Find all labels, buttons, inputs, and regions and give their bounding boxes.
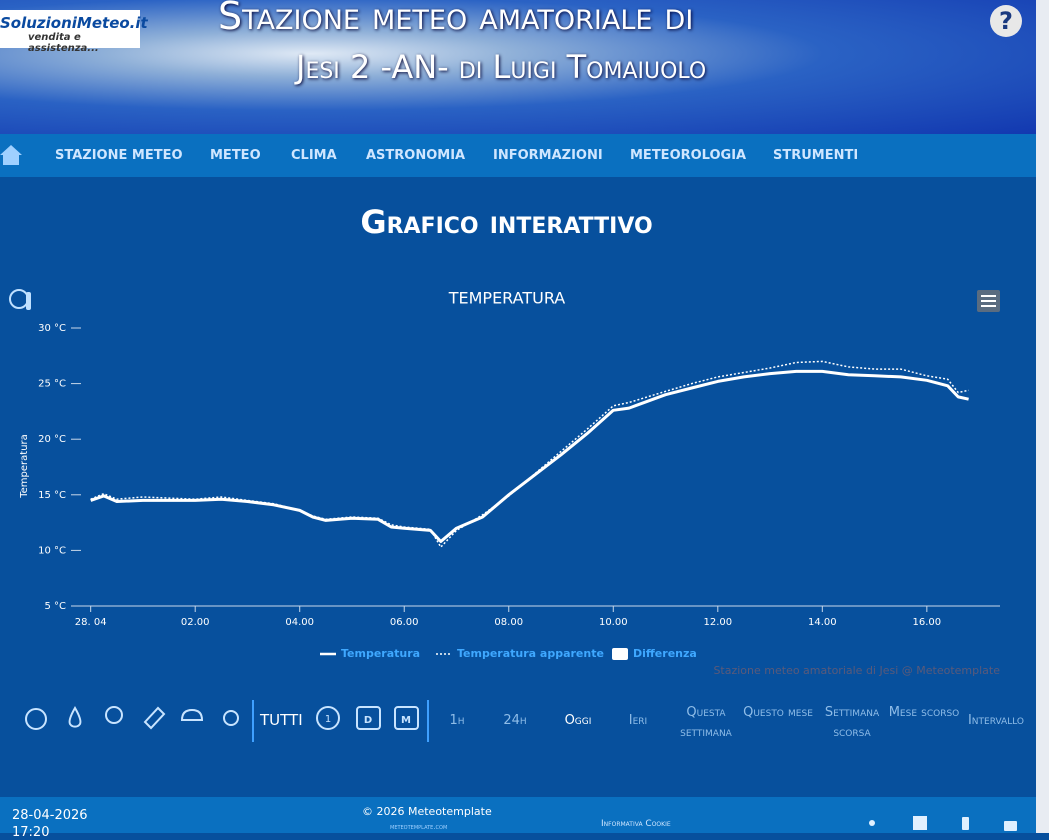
x-tick-label: 28. 04 (75, 617, 107, 628)
range-button[interactable]: Questa settimana (680, 705, 732, 740)
page-title: Grafico interattivo (360, 203, 653, 241)
sun-icon[interactable] (223, 710, 239, 726)
x-tick-label: 16.00 (913, 617, 942, 628)
calendar-label: D (364, 715, 372, 726)
header (0, 0, 1036, 134)
chart-title: TEMPERATURA (448, 289, 566, 308)
footer: 28-04-2026 17:20 © 2026 Meteotemplate me… (0, 797, 1036, 840)
x-tick-label: 14.00 (808, 617, 837, 628)
nav-item[interactable]: CLIMA (291, 148, 337, 163)
legend-label: Temperatura (341, 647, 420, 660)
parameter-icons: 1 D M (25, 700, 429, 742)
chart-icon[interactable] (9, 289, 31, 310)
clock-label: 1 (325, 714, 331, 725)
nav-bar (0, 134, 1036, 177)
nav-item[interactable]: METEOROLOGIA (630, 148, 747, 163)
logo-subtitle: vendita e assistenza... (28, 32, 99, 54)
range-button[interactable]: Questo mese (743, 705, 813, 720)
share-icon[interactable] (869, 820, 875, 826)
footer-site[interactable]: meteotemplate.com (390, 823, 448, 831)
range-button[interactable]: Ieri (628, 713, 648, 728)
range-button[interactable]: Mese scorso (888, 705, 960, 720)
sitemap-icon[interactable] (913, 816, 927, 830)
y-axis-title: Temperatura (19, 434, 30, 499)
footer-copyright[interactable]: © 2026 Meteotemplate (362, 805, 492, 818)
y-tick-label: 10 °C (38, 545, 66, 556)
rain-icon[interactable] (180, 708, 204, 721)
y-tick-label: 20 °C (38, 434, 66, 445)
nav-item[interactable]: METEO (210, 148, 261, 163)
y-tick-label: 25 °C (38, 379, 66, 390)
chart: TEMPERATURA Temperatura Stazione meteo a… (9, 289, 1000, 677)
clock-icon[interactable] (316, 706, 340, 730)
site-title: Stazione meteo amatoriale di (218, 0, 694, 38)
logo[interactable]: SoluzioniMeteo.it vendita e assistenza..… (0, 10, 148, 54)
wind-icon[interactable] (105, 706, 123, 724)
series-line (90, 360, 969, 548)
nav-item[interactable]: INFORMAZIONI (493, 148, 603, 163)
x-tick-label: 06.00 (390, 617, 419, 628)
x-tick-label: 10.00 (599, 617, 628, 628)
series-line (90, 369, 969, 543)
y-tick-label: 15 °C (38, 490, 66, 501)
x-tick-label: 08.00 (494, 617, 523, 628)
footer-icons (869, 816, 1017, 831)
scroll-strip (1036, 0, 1049, 833)
home-icon[interactable] (0, 143, 22, 167)
y-tick-label: 30 °C (38, 323, 66, 334)
nav-item[interactable]: STAZIONE METEO (55, 148, 183, 163)
legend-label: Differenza (633, 647, 697, 660)
x-tick-label: 04.00 (285, 617, 314, 628)
all-button[interactable]: TUTTI (260, 711, 303, 729)
help-button[interactable]: ? (990, 5, 1022, 37)
y-tick-label: 5 °C (44, 601, 66, 612)
nav-item[interactable]: ASTRONOMIA (366, 148, 466, 163)
logo-title: SoluzioniMeteo.it (0, 14, 148, 32)
range-button[interactable]: 24h (503, 713, 527, 728)
month-icon[interactable] (394, 706, 419, 730)
range-button[interactable]: Settimana scorsa (824, 705, 880, 740)
x-tick-label: 12.00 (703, 617, 732, 628)
day-icon[interactable] (356, 706, 381, 730)
range-button[interactable]: Intervallo (967, 713, 1025, 728)
x-tick-label: 02.00 (181, 617, 210, 628)
calendar-label: M (401, 715, 411, 726)
humidity-icon[interactable] (68, 706, 82, 728)
lock-icon[interactable] (1004, 821, 1017, 831)
range-button[interactable]: Oggi (564, 713, 592, 728)
footer-date: 28-04-2026 (12, 808, 88, 823)
mobile-icon[interactable] (962, 817, 969, 830)
menu-button[interactable] (977, 290, 1000, 312)
pressure-icon[interactable] (25, 708, 47, 730)
credits: Stazione meteo amatoriale di Jesi @ Mete… (713, 664, 1000, 677)
nav-item[interactable]: STRUMENTI (773, 148, 859, 163)
legend-symbol (612, 648, 628, 660)
range-button[interactable]: 1h (449, 713, 465, 728)
site-subtitle: Jesi 2 -AN- di Luigi Tomaiuolo (296, 48, 707, 86)
gust-icon[interactable] (143, 706, 166, 730)
cookie-link[interactable]: Informativa Cookie (601, 819, 671, 829)
legend-label: Temperatura apparente (457, 647, 604, 660)
